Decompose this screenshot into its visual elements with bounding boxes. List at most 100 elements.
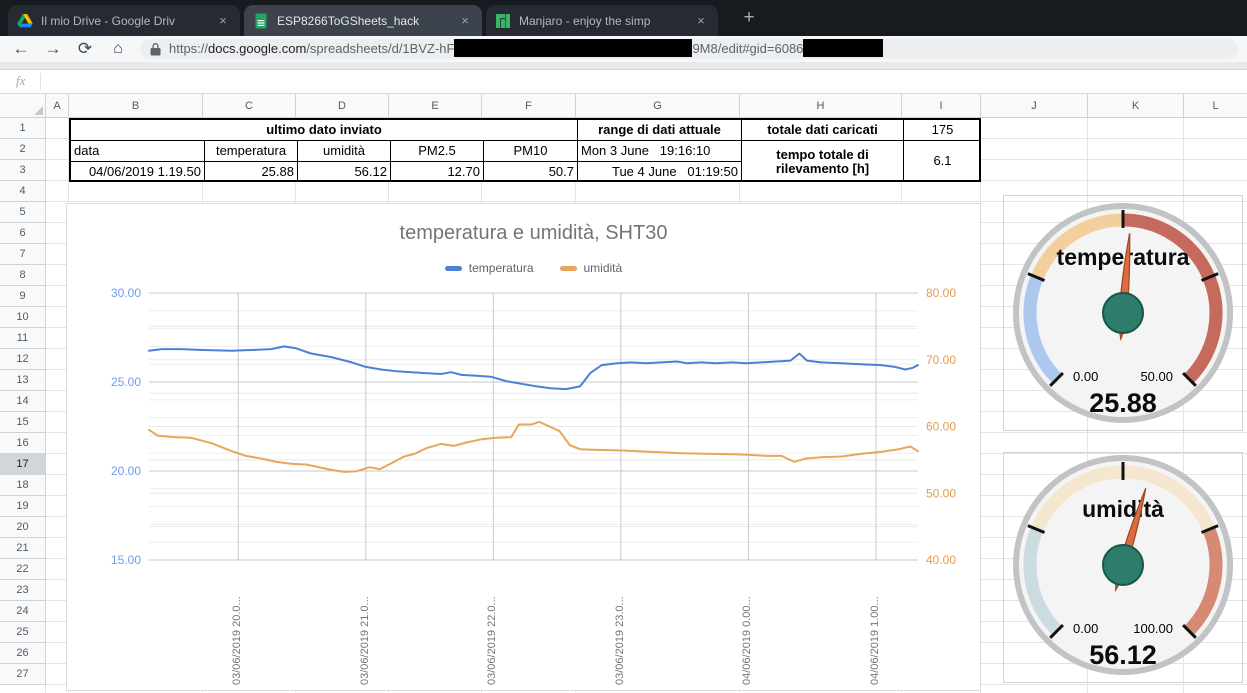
line-chart[interactable]: temperatura e umidità, SHT30 temperatura… [66,203,981,691]
tab-title: ESP8266ToGSheets_hack [277,13,420,28]
svg-text:56.12: 56.12 [1089,640,1157,670]
cell-last-pm10[interactable]: 50.7 [484,162,578,182]
svg-text:20.00: 20.00 [111,464,141,478]
browser-toolbar: ← → ⟳ ⌂ https://docs.google.com/spreadsh… [0,36,1247,62]
data-table: ultimo dato inviato range di dati attual… [69,118,981,182]
svg-text:80.00: 80.00 [926,286,956,300]
row-header-8[interactable]: 8 [0,265,46,286]
cell-tempo-totale[interactable]: tempo totale di rilevamento [h] [742,141,904,182]
fx-icon: fx [16,73,26,88]
chart-legend: temperatura umidità [149,261,918,275]
cell-total-value[interactable]: 175 [904,120,981,141]
cell-range-di-dati[interactable]: range di dati attuale [578,120,742,141]
grid-vline [1183,118,1184,693]
row-header-14[interactable]: 14 [0,391,46,412]
column-header-I[interactable]: I [902,94,981,118]
row-header-27[interactable]: 27 [0,664,46,685]
svg-text:25.88: 25.88 [1089,388,1157,418]
row-header-22[interactable]: 22 [0,559,46,580]
row-header-9[interactable]: 9 [0,286,46,307]
row-header-26[interactable]: 26 [0,643,46,664]
row-header-3[interactable]: 3 [0,160,46,181]
cell-elapsed-value[interactable]: 6.1 [933,153,952,168]
lock-icon [150,42,161,56]
svg-text:40.00: 40.00 [926,553,956,567]
gauge-umidita-dial: umidità 0.00 100.00 56.12 [1013,455,1233,675]
cell-range-start[interactable]: Mon 3 June 19:16:10 [578,141,742,162]
row-header-21[interactable]: 21 [0,538,46,559]
select-all-corner[interactable] [0,94,46,118]
cell-last-pm25[interactable]: 12.70 [391,162,484,182]
row-header-13[interactable]: 13 [0,370,46,391]
chart-plot-area: 30.00 25.00 20.00 15.00 80.00 70.00 60.00 50.00… [111,286,956,567]
row-header-5[interactable]: 5 [0,202,46,223]
new-tab-button[interactable]: + [743,7,755,28]
formula-input[interactable] [52,74,1239,90]
cell-header-pm25[interactable]: PM2.5 [391,141,484,162]
cell-last-temperatura[interactable]: 25.88 [205,162,298,182]
url-bar[interactable]: https://docs.google.com/spreadsheets/d/1… [140,39,1238,59]
column-header-K[interactable]: K [1088,94,1184,118]
column-header-B[interactable]: B [69,94,203,118]
row-header-11[interactable]: 11 [0,328,46,349]
row-header-2[interactable]: 2 [0,139,46,160]
column-header-F[interactable]: F [482,94,576,118]
column-header-A[interactable]: A [46,94,69,118]
tab-title: Manjaro - enjoy the simp [519,13,651,28]
column-header-G[interactable]: G [576,94,740,118]
cell-header-data[interactable]: data [71,141,205,162]
chart-title: temperatura e umidità, SHT30 [399,222,668,244]
row-header-18[interactable]: 18 [0,475,46,496]
forward-icon[interactable]: → [44,39,62,58]
cell-last-umidita[interactable]: 56.12 [298,162,391,182]
google-drive-icon [17,13,33,29]
tab-close-icon[interactable]: × [219,13,227,28]
x-tick-label: 03/06/2019 20.0... [231,596,244,685]
row-header-4[interactable]: 4 [0,181,46,202]
cell-header-temperatura[interactable]: temperatura [205,141,298,162]
row-header-20[interactable]: 20 [0,517,46,538]
cell-header-pm10[interactable]: PM10 [484,141,578,162]
row-header-10[interactable]: 10 [0,307,46,328]
column-header-L[interactable]: L [1184,94,1247,118]
cell-header-umidita[interactable]: umidità [298,141,391,162]
column-header-C[interactable]: C [203,94,296,118]
svg-text:0.00: 0.00 [1073,621,1098,636]
row-header-6[interactable]: 6 [0,223,46,244]
back-icon[interactable]: ← [12,39,30,58]
home-icon[interactable]: ⌂ [113,40,123,57]
row-header-23[interactable]: 23 [0,580,46,601]
svg-text:temperatura: temperatura [1057,244,1190,270]
cell-ultimo-dato-inviato[interactable]: ultimo dato inviato [71,120,578,141]
row-header-1[interactable]: 1 [0,118,46,139]
tab-title: Il mio Drive - Google Driv [41,13,176,28]
reload-icon[interactable]: ⟳ [77,39,93,58]
svg-text:0.00: 0.00 [1073,369,1098,384]
row-header-24[interactable]: 24 [0,601,46,622]
spreadsheet-grid: A B C D E F G H I J K L 1 2 3 4 5 6 7 8 9 10 11 12 13 14 15 16 17 18 1… [0,94,1247,693]
tab-manjaro[interactable]: Manjaro - enjoy the simp × [486,5,718,36]
column-header-J[interactable]: J [981,94,1088,118]
tab-google-drive[interactable]: Il mio Drive - Google Driv × [8,5,240,36]
column-header-E[interactable]: E [389,94,482,118]
row-header-17[interactable]: 17 [0,454,46,475]
tab-close-icon[interactable]: × [697,13,705,28]
svg-text:25.00: 25.00 [111,375,141,389]
cell-last-date[interactable]: 04/06/2019 1.19.50 [71,162,205,182]
row-header-25[interactable]: 25 [0,622,46,643]
row-header-19[interactable]: 19 [0,496,46,517]
cell-range-end[interactable]: Tue 4 June 01:19:50 [578,162,742,182]
tab-close-icon[interactable]: × [461,13,469,28]
row-header-15[interactable]: 15 [0,412,46,433]
column-header-D[interactable]: D [296,94,389,118]
column-header-H[interactable]: H [740,94,902,118]
gauge-temperatura[interactable]: temperatura 0.00 50.00 25.88 [1003,195,1243,431]
gauge-umidita[interactable]: umidità 0.00 100.00 56.12 [1003,452,1243,683]
tab-spreadsheet[interactable]: ESP8266ToGSheets_hack × [244,5,482,36]
row-header-7[interactable]: 7 [0,244,46,265]
url-text: https://docs.google.com/spreadsheets/d/1… [169,39,884,58]
row-header-12[interactable]: 12 [0,349,46,370]
cell-totale-dati-caricati[interactable]: totale dati caricati [742,120,904,141]
row-header-16[interactable]: 16 [0,433,46,454]
